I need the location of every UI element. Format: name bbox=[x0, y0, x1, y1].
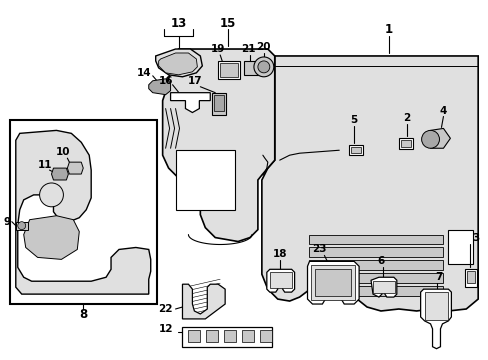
Bar bbox=[214, 95, 224, 111]
Bar bbox=[315, 269, 350, 296]
Polygon shape bbox=[16, 130, 150, 294]
Circle shape bbox=[257, 61, 269, 73]
Bar bbox=[182, 327, 271, 347]
Bar bbox=[309, 247, 443, 257]
Circle shape bbox=[421, 130, 439, 148]
Bar bbox=[467, 271, 474, 283]
Bar bbox=[309, 286, 443, 296]
Text: 13: 13 bbox=[170, 17, 186, 30]
Text: 1: 1 bbox=[384, 23, 392, 36]
Text: 11: 11 bbox=[38, 160, 53, 170]
Text: 8: 8 bbox=[79, 309, 87, 321]
Bar bbox=[311, 265, 354, 300]
Text: 14: 14 bbox=[136, 68, 151, 78]
Polygon shape bbox=[163, 49, 274, 242]
Bar bbox=[424, 292, 447, 320]
Bar bbox=[309, 260, 443, 270]
Polygon shape bbox=[307, 261, 358, 304]
Text: 7: 7 bbox=[434, 272, 441, 282]
Text: 9: 9 bbox=[3, 217, 10, 227]
Bar bbox=[259, 330, 271, 342]
Polygon shape bbox=[51, 168, 68, 180]
Bar bbox=[350, 147, 360, 153]
Text: 21: 21 bbox=[240, 44, 255, 54]
Text: 22: 22 bbox=[158, 304, 173, 314]
Text: 3: 3 bbox=[471, 233, 479, 243]
Polygon shape bbox=[420, 289, 450, 349]
Bar bbox=[398, 138, 412, 149]
Text: 2: 2 bbox=[402, 113, 409, 123]
Circle shape bbox=[18, 222, 26, 230]
Bar bbox=[10, 121, 156, 304]
Text: 23: 23 bbox=[311, 244, 326, 255]
Bar bbox=[348, 145, 362, 155]
Text: 5: 5 bbox=[350, 116, 357, 126]
Polygon shape bbox=[155, 49, 202, 77]
Bar bbox=[242, 330, 253, 342]
Bar bbox=[206, 330, 218, 342]
Bar bbox=[218, 61, 240, 79]
Bar bbox=[309, 273, 443, 283]
Bar bbox=[269, 272, 291, 288]
Polygon shape bbox=[370, 277, 396, 297]
Polygon shape bbox=[266, 269, 294, 292]
Bar bbox=[220, 63, 238, 77]
Text: 15: 15 bbox=[220, 17, 236, 30]
Polygon shape bbox=[158, 53, 197, 75]
Text: 16: 16 bbox=[158, 76, 173, 86]
Bar bbox=[309, 235, 443, 244]
Bar bbox=[16, 222, 28, 230]
Bar bbox=[400, 140, 410, 147]
Polygon shape bbox=[67, 162, 83, 174]
Text: 12: 12 bbox=[158, 324, 173, 334]
Bar bbox=[372, 281, 394, 293]
Bar bbox=[244, 61, 259, 75]
Text: 6: 6 bbox=[377, 256, 384, 266]
Bar bbox=[212, 93, 225, 114]
Text: 10: 10 bbox=[56, 147, 70, 157]
Text: 4: 4 bbox=[439, 105, 446, 116]
Polygon shape bbox=[262, 56, 477, 311]
Text: 18: 18 bbox=[272, 249, 286, 260]
Bar bbox=[447, 230, 472, 264]
Text: 20: 20 bbox=[256, 42, 270, 52]
Polygon shape bbox=[182, 284, 224, 319]
Bar bbox=[224, 330, 236, 342]
Polygon shape bbox=[24, 216, 79, 260]
Circle shape bbox=[40, 183, 63, 207]
Polygon shape bbox=[148, 79, 170, 95]
Bar bbox=[188, 330, 200, 342]
Polygon shape bbox=[429, 129, 449, 148]
Text: 17: 17 bbox=[188, 76, 203, 86]
Bar bbox=[175, 150, 235, 210]
Bar bbox=[464, 269, 476, 287]
Polygon shape bbox=[170, 93, 210, 113]
Circle shape bbox=[253, 57, 273, 77]
Text: 19: 19 bbox=[211, 44, 225, 54]
